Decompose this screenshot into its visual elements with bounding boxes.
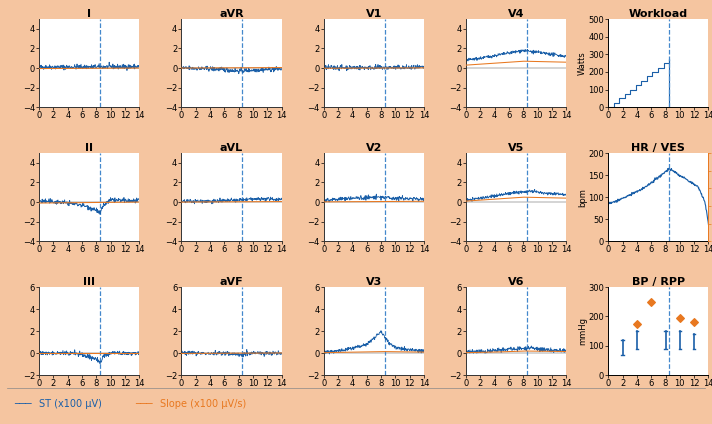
Title: V5: V5 [508, 143, 524, 153]
Title: V3: V3 [366, 277, 382, 287]
Point [631, 321, 642, 327]
Title: HR / VES: HR / VES [632, 143, 685, 153]
Text: ───: ─── [14, 399, 38, 409]
Text: ───: ─── [135, 399, 159, 409]
Title: V6: V6 [508, 277, 524, 287]
Y-axis label: bpm: bpm [578, 188, 587, 206]
Title: aVF: aVF [220, 277, 244, 287]
Point [646, 298, 657, 305]
Point [689, 319, 700, 326]
Title: V4: V4 [508, 9, 524, 19]
Y-axis label: mmHg: mmHg [578, 317, 587, 345]
Point [674, 315, 686, 321]
Y-axis label: Watts: Watts [578, 51, 587, 75]
Text: ST (x100 μV): ST (x100 μV) [39, 399, 102, 409]
Title: I: I [88, 9, 91, 19]
Title: III: III [83, 277, 95, 287]
Title: Workload: Workload [629, 9, 688, 19]
Title: II: II [85, 143, 93, 153]
Title: V1: V1 [366, 9, 382, 19]
Title: aVR: aVR [219, 9, 244, 19]
Title: BP / RPP: BP / RPP [632, 277, 685, 287]
Title: aVL: aVL [220, 143, 243, 153]
Text: Slope (x100 μV/s): Slope (x100 μV/s) [160, 399, 246, 409]
Title: V2: V2 [366, 143, 382, 153]
